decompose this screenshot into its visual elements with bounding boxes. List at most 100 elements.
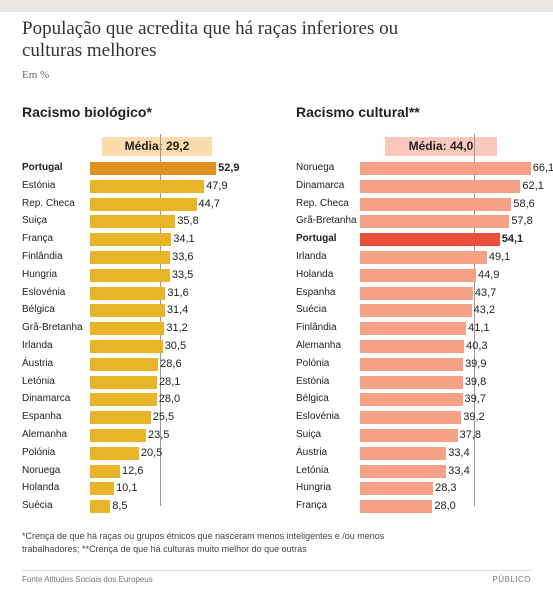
value-bar — [90, 251, 171, 264]
cult-bar-row: Polónia 39,9 — [275, 355, 550, 373]
country-label: Noruega — [22, 464, 61, 476]
country-label: Suiça — [22, 215, 48, 227]
value-bar — [90, 322, 165, 336]
value-label: 23,5 — [148, 429, 170, 441]
value-bar — [90, 197, 197, 211]
value-bar — [360, 429, 458, 442]
value-label: 28,6 — [160, 357, 182, 370]
bio-bar-row: Suiça 35,8 — [0, 212, 275, 230]
bio-bar-row: Espanha 25,5 — [0, 408, 275, 426]
average-line — [159, 134, 161, 506]
bio-bar-row: Rep. Checa 44,7 — [0, 195, 275, 213]
value-bar — [90, 393, 157, 407]
country-label: Grã-Bretanha — [296, 215, 357, 227]
value-label: 10,1 — [116, 482, 138, 495]
value-label: 39,9 — [465, 357, 487, 370]
source-label: Fonte Atitudes Sociais dos Europeus — [22, 575, 153, 584]
cult-bar-row: Irlanda 49,1 — [275, 248, 550, 266]
value-label: 20,5 — [140, 446, 163, 459]
cult-bar-row: Dinamarca 62,1 — [275, 177, 550, 195]
value-bar — [90, 304, 165, 318]
cult-bar-row: Hungria 28,3 — [275, 479, 550, 497]
bio-bar-row: Portugal 52,9 — [0, 159, 275, 177]
value-bar — [90, 162, 217, 175]
country-label: Dinamarca — [296, 179, 345, 191]
value-bar — [360, 179, 521, 193]
bio-bar-row: Noruega 12,6 — [0, 462, 275, 480]
value-label: 43,2 — [473, 304, 496, 317]
country-label: Estónia — [22, 179, 56, 191]
value-label: 31,2 — [166, 322, 188, 335]
cult-bar-row: Suécia 43,2 — [275, 301, 550, 319]
value-bar — [90, 233, 172, 247]
value-bar — [90, 179, 205, 193]
bio-bar-row: Estónia 47,9 — [0, 177, 275, 195]
bio-bar-row: Bélgica 31,4 — [0, 301, 275, 319]
country-label: Bélgica — [22, 304, 55, 316]
value-bar — [360, 446, 447, 460]
value-label: 28,0 — [158, 393, 181, 406]
country-label: Letónia — [296, 464, 329, 476]
value-label: 34,1 — [173, 233, 195, 246]
cult-bar-row: Portugal 54,1 — [275, 230, 550, 248]
right-panel-title: Racismo cultural** — [296, 104, 420, 120]
country-label: Rep. Checa — [296, 197, 349, 209]
right-average-label: Média: 44,0 — [385, 137, 497, 156]
country-label: Finlândia — [296, 322, 337, 334]
bio-bar-row: Áustria 28,6 — [0, 355, 275, 373]
bio-bar-row: Finlândia 33,6 — [0, 248, 275, 266]
country-label: Áustria — [296, 446, 328, 458]
value-bar — [90, 429, 146, 442]
value-label: 40,3 — [466, 340, 488, 352]
value-label: 37,8 — [459, 429, 482, 441]
value-bar — [90, 375, 157, 389]
cultural-racism-chart: Média: 44,0 Noruega 66,1 Dinamarca 62,1 Rep.… — [275, 134, 553, 514]
country-label: Letónia — [22, 375, 55, 387]
value-label: 33,4 — [448, 464, 470, 477]
value-label: 30,5 — [164, 340, 187, 352]
value-bar — [90, 446, 139, 460]
country-label: Finlândia — [22, 251, 63, 262]
value-label: 58,6 — [513, 197, 535, 210]
value-label: 33,4 — [448, 446, 470, 459]
value-bar — [90, 500, 111, 514]
value-bar — [360, 233, 500, 247]
value-label: 33,6 — [172, 251, 194, 263]
value-bar — [360, 304, 472, 318]
bio-bar-row: Polónia 20,5 — [0, 444, 275, 462]
cult-bar-row: Alemanha 40,3 — [275, 337, 550, 355]
value-bar — [360, 482, 434, 496]
value-bar — [90, 411, 151, 425]
country-label: Suécia — [296, 304, 327, 316]
biological-racism-chart: Média: 29,2 Portugal 52,9 Estónia 47,9 Rep. … — [0, 134, 275, 514]
value-bar — [360, 375, 463, 389]
cult-bar-row: Áustria 33,4 — [275, 444, 550, 462]
value-bar — [360, 251, 487, 264]
value-label: 12,6 — [122, 464, 144, 477]
value-label: 66,1 — [532, 162, 553, 174]
value-bar — [360, 411, 462, 425]
bio-bar-row: Dinamarca 28,0 — [0, 390, 275, 408]
country-label: França — [22, 233, 54, 245]
country-label: Espanha — [22, 411, 62, 423]
country-label: Holanda — [22, 482, 60, 494]
chart-title: População que acredita que há raças infe… — [22, 18, 399, 61]
country-label: Dinamarca — [22, 393, 71, 405]
country-label: Irlanda — [296, 251, 327, 262]
cult-bar-row: Bélgica 39,7 — [275, 390, 550, 408]
value-label: 52,9 — [218, 162, 240, 174]
country-label: Eslovénia — [22, 286, 66, 298]
cult-bar-row: Finlândia 41,1 — [275, 319, 550, 337]
value-label: 25,5 — [152, 411, 175, 424]
country-label: Grã-Bretanha — [22, 322, 83, 334]
country-label: Alemanha — [22, 429, 68, 440]
value-bar — [360, 464, 447, 478]
value-label: 31,6 — [167, 286, 189, 299]
divider — [22, 570, 531, 571]
value-label: 39,2 — [463, 411, 485, 424]
value-bar — [360, 393, 463, 407]
country-label: Polónia — [296, 357, 330, 369]
value-label: 28,3 — [435, 482, 457, 495]
country-label: Rep. Checa — [22, 197, 75, 209]
value-bar — [360, 215, 510, 229]
